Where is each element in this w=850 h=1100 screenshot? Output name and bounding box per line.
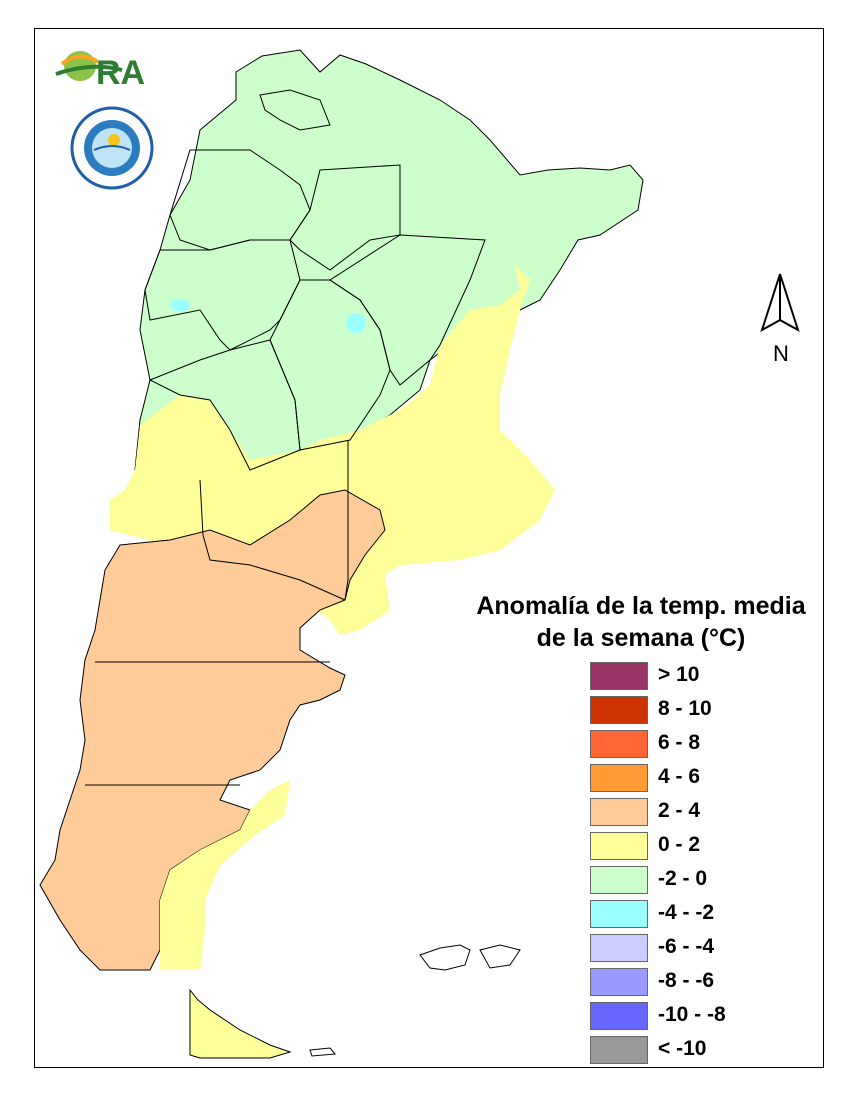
legend-item: 4 - 6	[590, 762, 810, 796]
legend-swatch	[590, 798, 648, 826]
legend-swatch	[590, 968, 648, 996]
legend-label: -8 - -6	[658, 969, 715, 992]
legend-label: > 10	[658, 663, 700, 686]
north-label: N	[773, 341, 789, 366]
legend-swatch	[590, 1002, 648, 1030]
legend-item: -8 - -6	[590, 966, 810, 1000]
legend-label: -6 - -4	[658, 935, 715, 958]
lake-2	[346, 313, 366, 333]
svg-text:RA: RA	[96, 54, 145, 92]
legend-title-line2: de la semana (°C)	[536, 624, 746, 652]
legend-label: 8 - 10	[658, 697, 712, 720]
legend-item: < -10	[590, 1034, 810, 1068]
legend-item: 2 - 4	[590, 796, 810, 830]
legend-swatch	[590, 696, 648, 724]
legend-list: > 10 8 - 10 6 - 8 4 - 6 2 - 4 0 - 2 -2 - 0 -4 -…	[590, 660, 810, 1068]
isla-small	[309, 1047, 336, 1057]
region-south-coast-yellow	[160, 780, 290, 970]
province-boundaries	[85, 89, 486, 786]
legend-item: -4 - -2	[590, 898, 810, 932]
legend-swatch	[590, 866, 648, 894]
legend-swatch	[590, 730, 648, 758]
legend-label: 4 - 6	[658, 765, 701, 788]
legend-item: -2 - 0	[590, 864, 810, 898]
legend-swatch	[590, 764, 648, 792]
legend-item: 0 - 2	[590, 830, 810, 864]
region-tierra-del-fuego	[189, 988, 292, 1059]
legend-label: 2 - 4	[658, 799, 701, 822]
legend-item: 6 - 8	[590, 728, 810, 762]
north-arrow: N	[758, 272, 804, 366]
legend-item: -10 - -8	[590, 1000, 810, 1034]
legend-label: < -10	[658, 1037, 707, 1060]
legend-title: Anomalía de la temp. media de la semana …	[450, 590, 832, 654]
legend-label: -4 - -2	[658, 901, 715, 924]
legend-item: -6 - -4	[590, 932, 810, 966]
legend-label: 6 - 8	[658, 731, 701, 754]
legend-swatch	[590, 832, 648, 860]
legend-swatch	[590, 900, 648, 928]
legend-label: 0 - 2	[658, 833, 701, 856]
ora-logo: RA	[55, 51, 145, 92]
legend-item: > 10	[590, 660, 810, 694]
region-patagonia-orange	[39, 489, 386, 971]
legend-label: -10 - -8	[658, 1003, 726, 1026]
smn-seal-logo	[70, 106, 154, 190]
legend-title-line1: Anomalía de la temp. media	[476, 592, 806, 620]
legend-label: -2 - 0	[658, 867, 708, 890]
map-frame	[34, 28, 824, 1068]
legend-swatch	[590, 934, 648, 962]
falkland-islands	[419, 944, 521, 971]
legend-item: 8 - 10	[590, 694, 810, 728]
legend-swatch	[590, 662, 648, 690]
legend-swatch	[590, 1036, 648, 1064]
lake-1	[170, 299, 190, 311]
